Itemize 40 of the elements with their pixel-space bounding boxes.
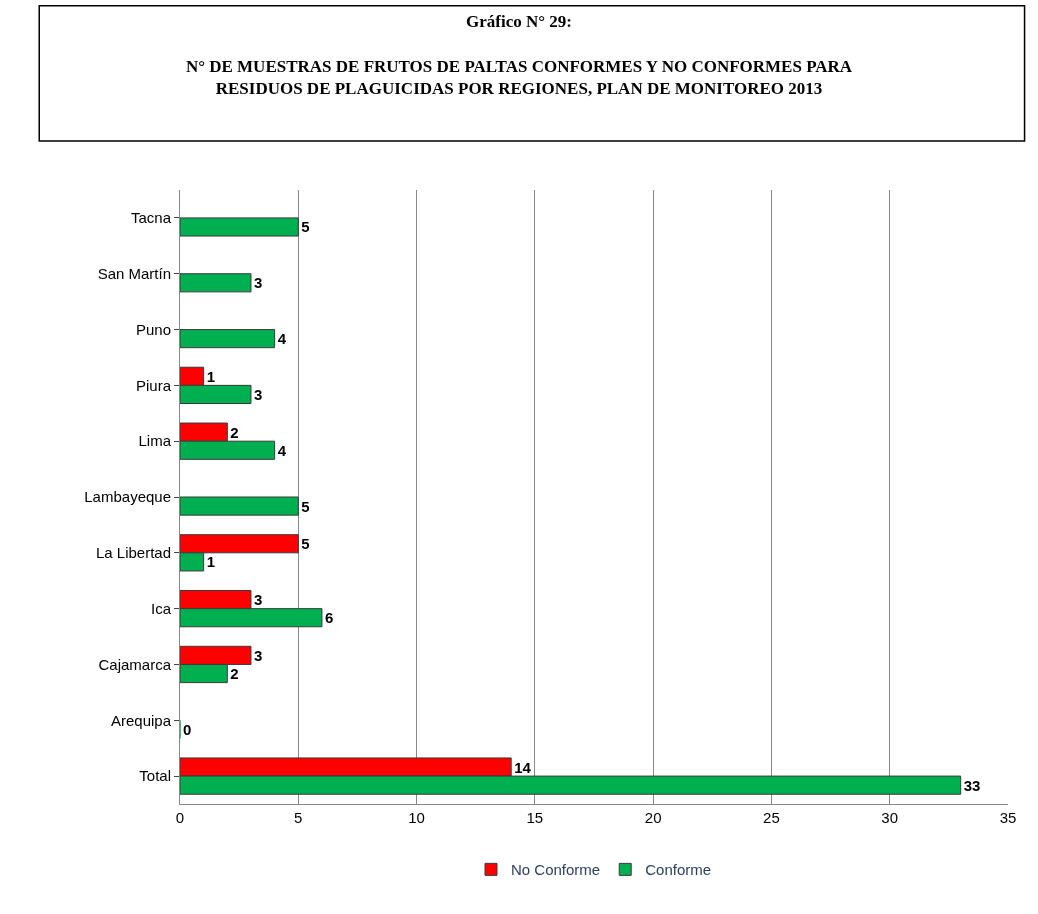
data-label: 1 [206,367,215,385]
x-tick-label: 30 [881,809,899,826]
data-label: 6 [324,609,334,627]
y-tick-label: Tacna [130,209,172,227]
data-label: 1 [206,553,215,571]
x-tick-label: 10 [408,809,425,826]
data-label: 5 [301,218,310,236]
data-label: 3 [253,591,263,609]
y-tick-label: Lambayeque [84,488,171,506]
y-tick-label: Puno [135,320,171,338]
data-label: 3 [253,274,263,292]
x-tick-label: 35 [999,809,1017,826]
y-tick-label: Piura [135,376,172,394]
x-tick-label: 25 [763,809,780,826]
data-label: 2 [230,423,239,441]
data-label: 4 [277,330,287,348]
x-tick-label: 0 [175,809,185,826]
x-tick-label: 15 [526,809,544,826]
legend-label: Conforme [645,861,712,879]
chart-subtitle: N° DE MUESTRAS DE FRUTOS DE PALTAS CONFORMES Y NO CONFORMES PARA RESIDUOS DE PLAGUICIDAS POR REGIONES, PLAN DE MONITOREO 2013 [185,56,853,98]
data-label: 5 [301,535,310,553]
data-label: 4 [277,441,287,459]
y-tick-label: Total [139,767,171,785]
chart-title: Gráfico N° 29: [466,12,572,32]
y-tick-label: Arequipa [110,711,172,729]
data-label: 14 [514,758,532,776]
legend-label: No Conforme [511,861,601,879]
data-label: 2 [230,665,239,683]
data-label: 5 [301,497,310,515]
x-tick-label: 5 [294,809,303,826]
x-tick-label: 20 [644,809,662,826]
y-tick-label: Cajamarca [98,655,172,673]
y-tick-label: Lima [138,432,172,450]
data-label: 33 [963,776,981,794]
y-tick-label: Ica [150,599,172,617]
y-tick-label: La Libertad [95,544,171,562]
y-tick-label: San Martín [97,264,171,282]
data-label: 0 [183,720,192,738]
data-label: 3 [253,646,263,664]
data-label: 3 [253,385,263,403]
